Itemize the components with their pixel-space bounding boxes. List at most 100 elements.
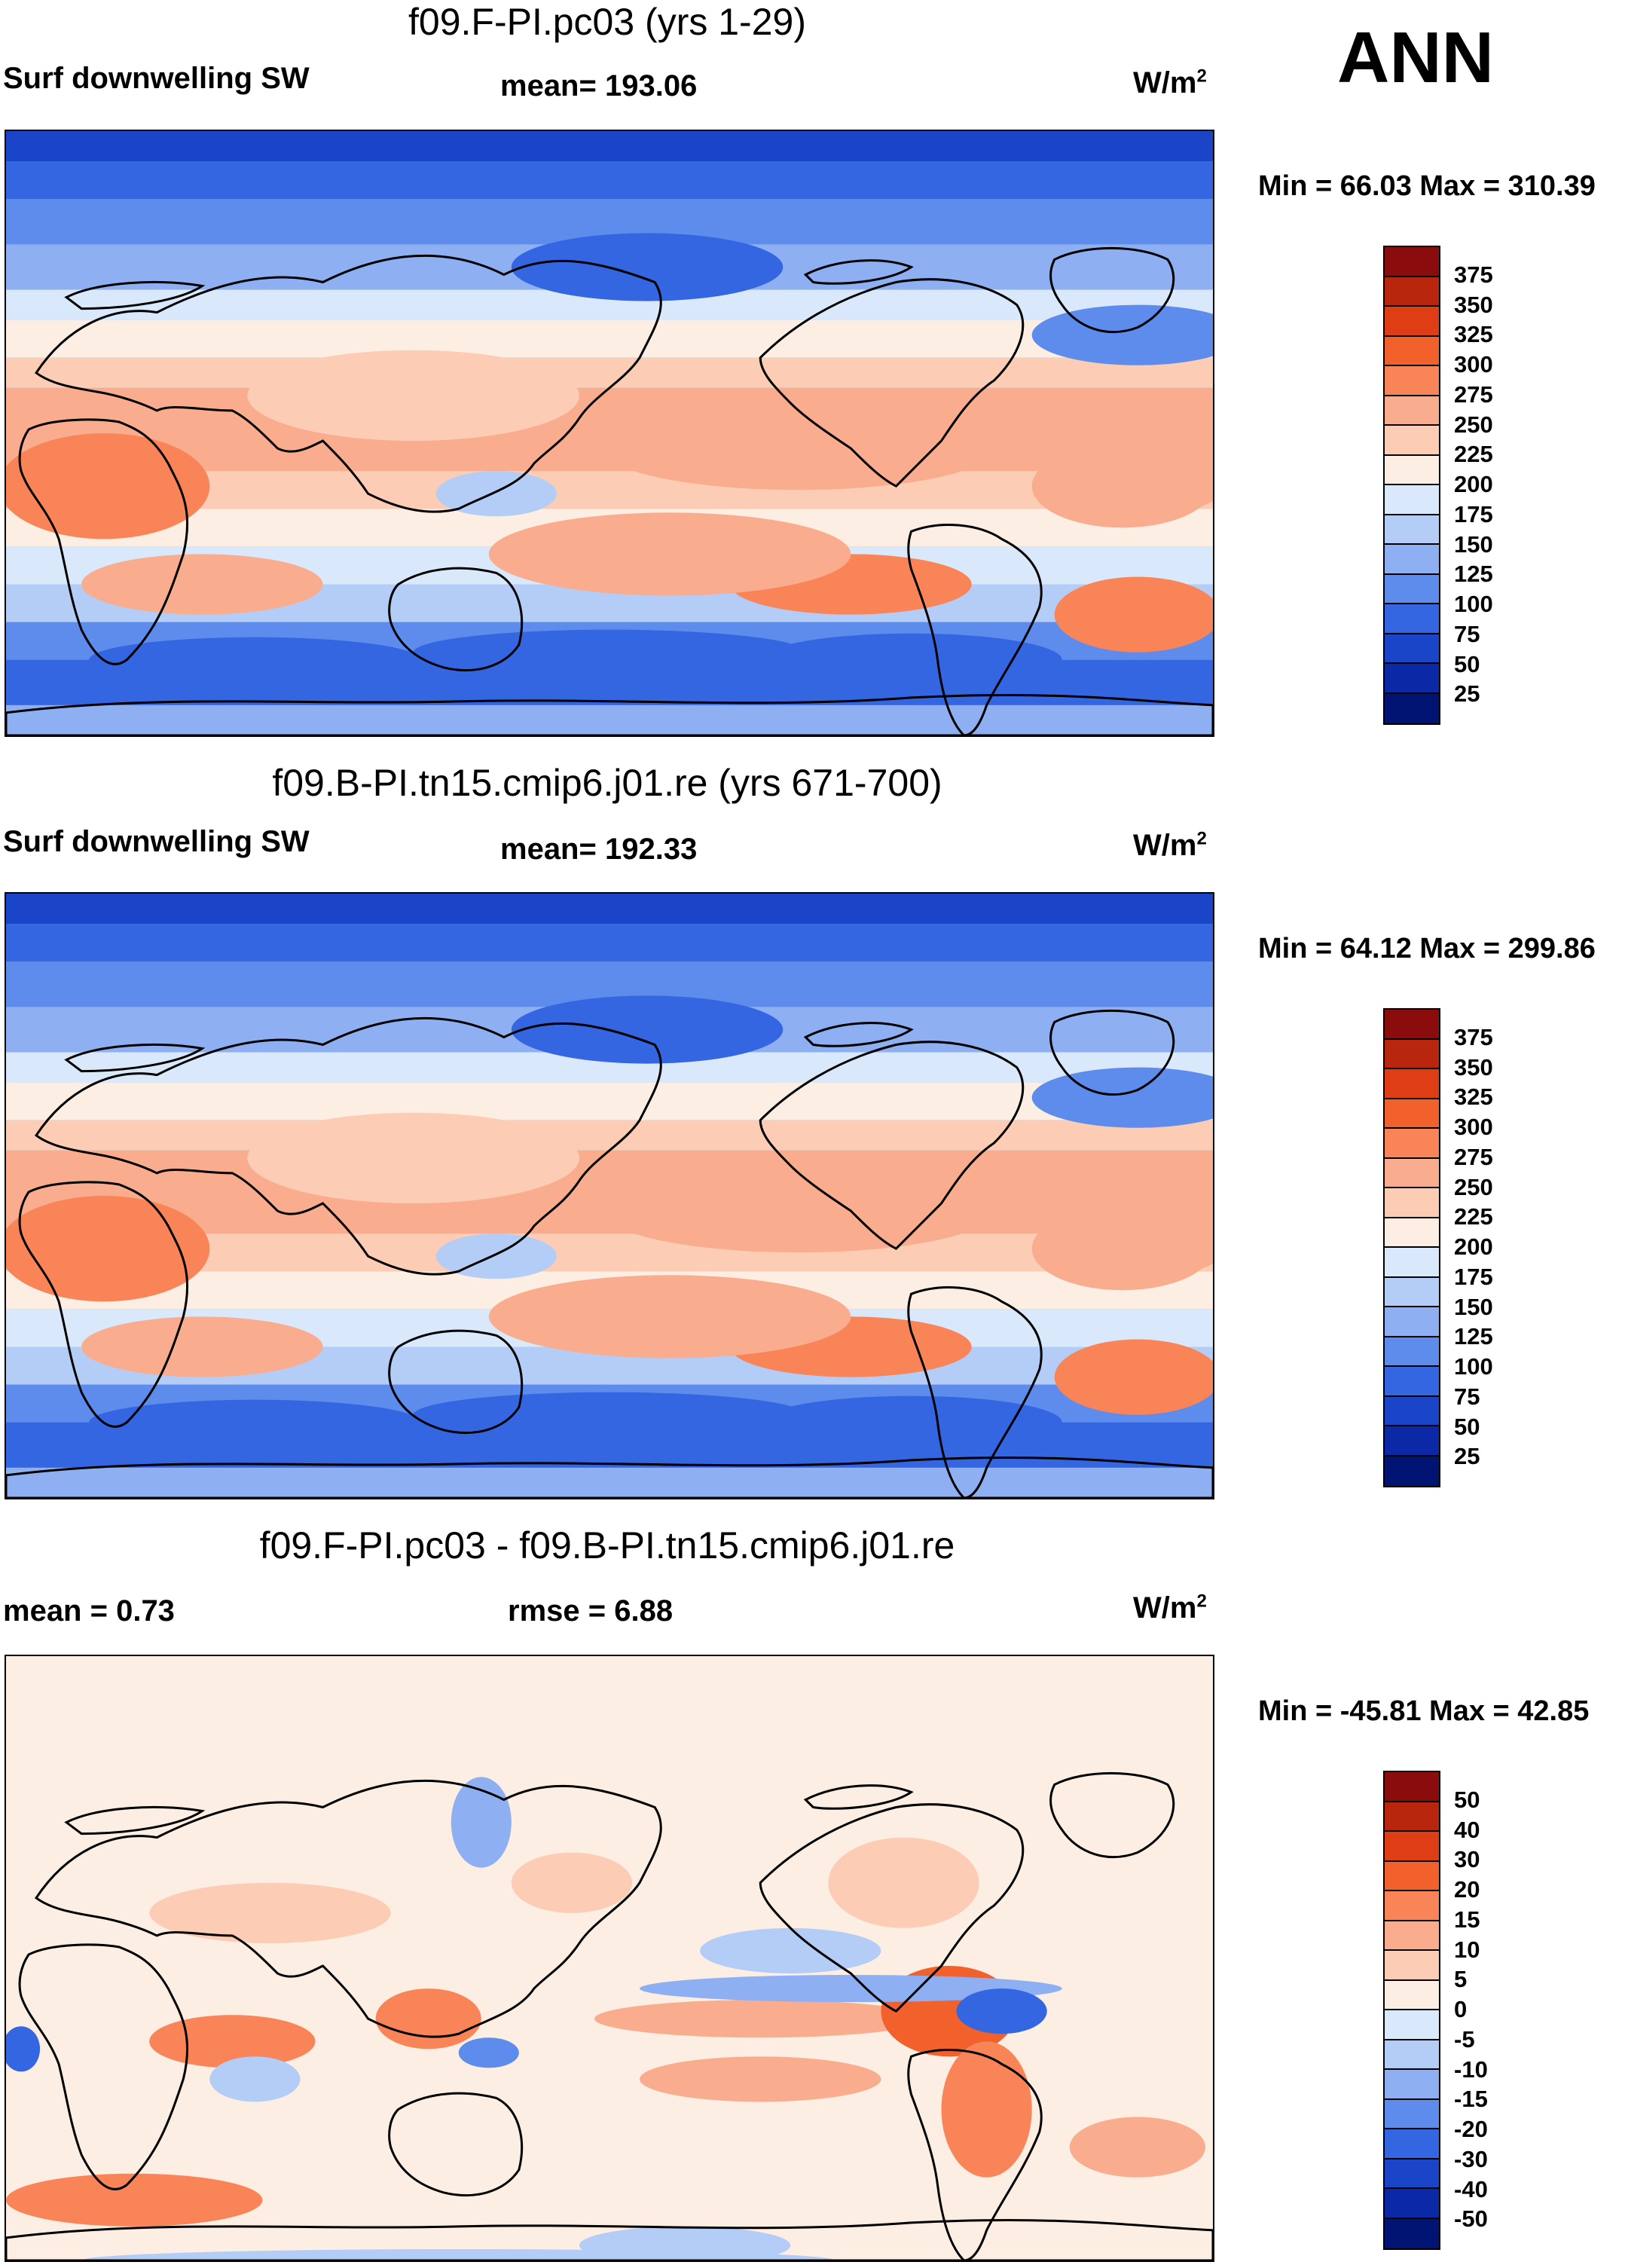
panel-2-colorbar [1383, 1008, 1440, 1487]
coastline [803, 1784, 914, 1810]
latitude-band [6, 894, 1213, 925]
colorbar-swatch [1385, 604, 1439, 634]
field-blob [81, 1316, 323, 1377]
field-background [6, 1656, 1213, 2260]
coastline [18, 1181, 189, 1428]
colorbar-tick-label: 300 [1454, 351, 1493, 377]
coastline [388, 1329, 524, 1435]
colorbar-swatch [1385, 336, 1439, 366]
colorbar-swatch [1385, 634, 1439, 664]
coastline [35, 1017, 662, 1276]
coastline [803, 1022, 914, 1047]
field-blob [413, 629, 806, 675]
field-blob [488, 512, 851, 596]
field-blob [511, 1852, 633, 1913]
coastline [803, 259, 914, 285]
colorbar-tick-label: 350 [1454, 1053, 1493, 1081]
field-blob [760, 633, 1062, 686]
colorbar-swatch [1385, 1337, 1439, 1367]
colorbar-tick-label: 5 [1454, 1966, 1468, 1993]
colorbar-swatch [1385, 1010, 1439, 1040]
coastline [1049, 1009, 1175, 1096]
panel-3-title: f09.F-PI.pc03 - f09.B-PI.tn15.cmip6.j01.… [259, 1524, 955, 1567]
panel-2-map [5, 892, 1214, 1499]
colorbar-tick-label: 125 [1454, 561, 1493, 588]
colorbar-tick-label: 40 [1454, 1816, 1480, 1843]
coastline [6, 1456, 1213, 1498]
latitude-band [6, 1467, 1213, 1498]
colorbar-tick-label: 275 [1454, 1143, 1493, 1170]
colorbar-swatch [1385, 515, 1439, 545]
colorbar-tick-label: -50 [1454, 2205, 1488, 2233]
colorbar-tick-label: 300 [1454, 1114, 1493, 1140]
field-blob [511, 233, 783, 301]
colorbar-swatch [1385, 1456, 1439, 1486]
colorbar-tick-label: -15 [1454, 2086, 1488, 2113]
field-blob [6, 2173, 263, 2227]
coastline [1049, 1771, 1175, 1859]
colorbar-tick-label: 150 [1454, 1293, 1493, 1320]
latitude-band [6, 705, 1213, 735]
colorbar-swatch [1385, 574, 1439, 604]
field-blob [640, 1975, 1062, 2003]
latitude-band [6, 924, 1213, 962]
field-blob [458, 2037, 519, 2068]
field-blob [89, 637, 421, 683]
field-blob [601, 406, 994, 491]
colorbar-tick-label: -5 [1454, 2025, 1475, 2053]
coastline [64, 1044, 206, 1073]
field-blob [247, 1112, 579, 1204]
colorbar-swatch [1385, 2129, 1439, 2159]
latitude-band [6, 1120, 1213, 1151]
panel-1-variable-label: Surf downwelling SW [3, 62, 310, 95]
field-blob [6, 2026, 41, 2072]
colorbar-swatch [1385, 1129, 1439, 1159]
colorbar-swatch [1385, 1772, 1439, 1802]
colorbar-tick-label: 325 [1454, 321, 1493, 348]
colorbar-swatch [1385, 2010, 1439, 2040]
field-blob [511, 995, 783, 1064]
colorbar-swatch [1385, 1069, 1439, 1099]
colorbar-tick-label: 100 [1454, 591, 1493, 617]
field-blob [488, 1275, 851, 1359]
panel-3-units-label: W/m2 [1133, 1591, 1207, 1625]
colorbar-tick-label: 375 [1454, 1023, 1493, 1050]
coastline [759, 278, 1025, 488]
panel-2-title: f09.B-PI.tn15.cmip6.j01.re (yrs 671-700) [272, 762, 942, 804]
colorbar-swatch [1385, 1248, 1439, 1278]
panel-2-minmax-label: Min = 64.12 Max = 299.86 [1258, 933, 1596, 964]
colorbar-swatch [1385, 307, 1439, 337]
field-blob [209, 2056, 301, 2102]
coastline [35, 255, 662, 513]
panel-1-title: f09.F-PI.pc03 (yrs 1-29) [408, 1, 806, 43]
colorbar-tick-label: 350 [1454, 291, 1493, 318]
panel-3-rmse-label: rmse = 6.88 [508, 1594, 674, 1628]
colorbar-swatch [1385, 1039, 1439, 1069]
colorbar-swatch [1385, 693, 1439, 723]
field-blob [6, 433, 210, 539]
colorbar-swatch [1385, 664, 1439, 694]
field-blob [1054, 1339, 1213, 1415]
panel-1-units-label: W/m2 [1133, 66, 1207, 99]
colorbar-swatch [1385, 2070, 1439, 2100]
colorbar-swatch [1385, 2040, 1439, 2070]
colorbar-tick-label: 50 [1454, 1413, 1480, 1440]
field-blob [956, 1988, 1047, 2034]
field-blob [594, 2000, 927, 2038]
coastline [6, 693, 1213, 735]
colorbar-swatch [1385, 1980, 1439, 2010]
coastline [388, 567, 524, 672]
coastline [907, 524, 1043, 735]
season-label: ANN [1337, 17, 1494, 98]
map-field [6, 1656, 1213, 2260]
colorbar-swatch [1385, 366, 1439, 396]
field-blob [247, 350, 579, 442]
panel-2-variable-label: Surf downwelling SW [3, 825, 310, 858]
field-blob [640, 2056, 881, 2102]
colorbar-tick-label: 275 [1454, 381, 1493, 408]
colorbar-swatch [1385, 1802, 1439, 1832]
panel-1-mean-label: mean= 193.06 [500, 69, 698, 102]
colorbar-swatch [1385, 2099, 1439, 2129]
colorbar-tick-label: 150 [1454, 530, 1493, 558]
colorbar-swatch [1385, 1861, 1439, 1891]
